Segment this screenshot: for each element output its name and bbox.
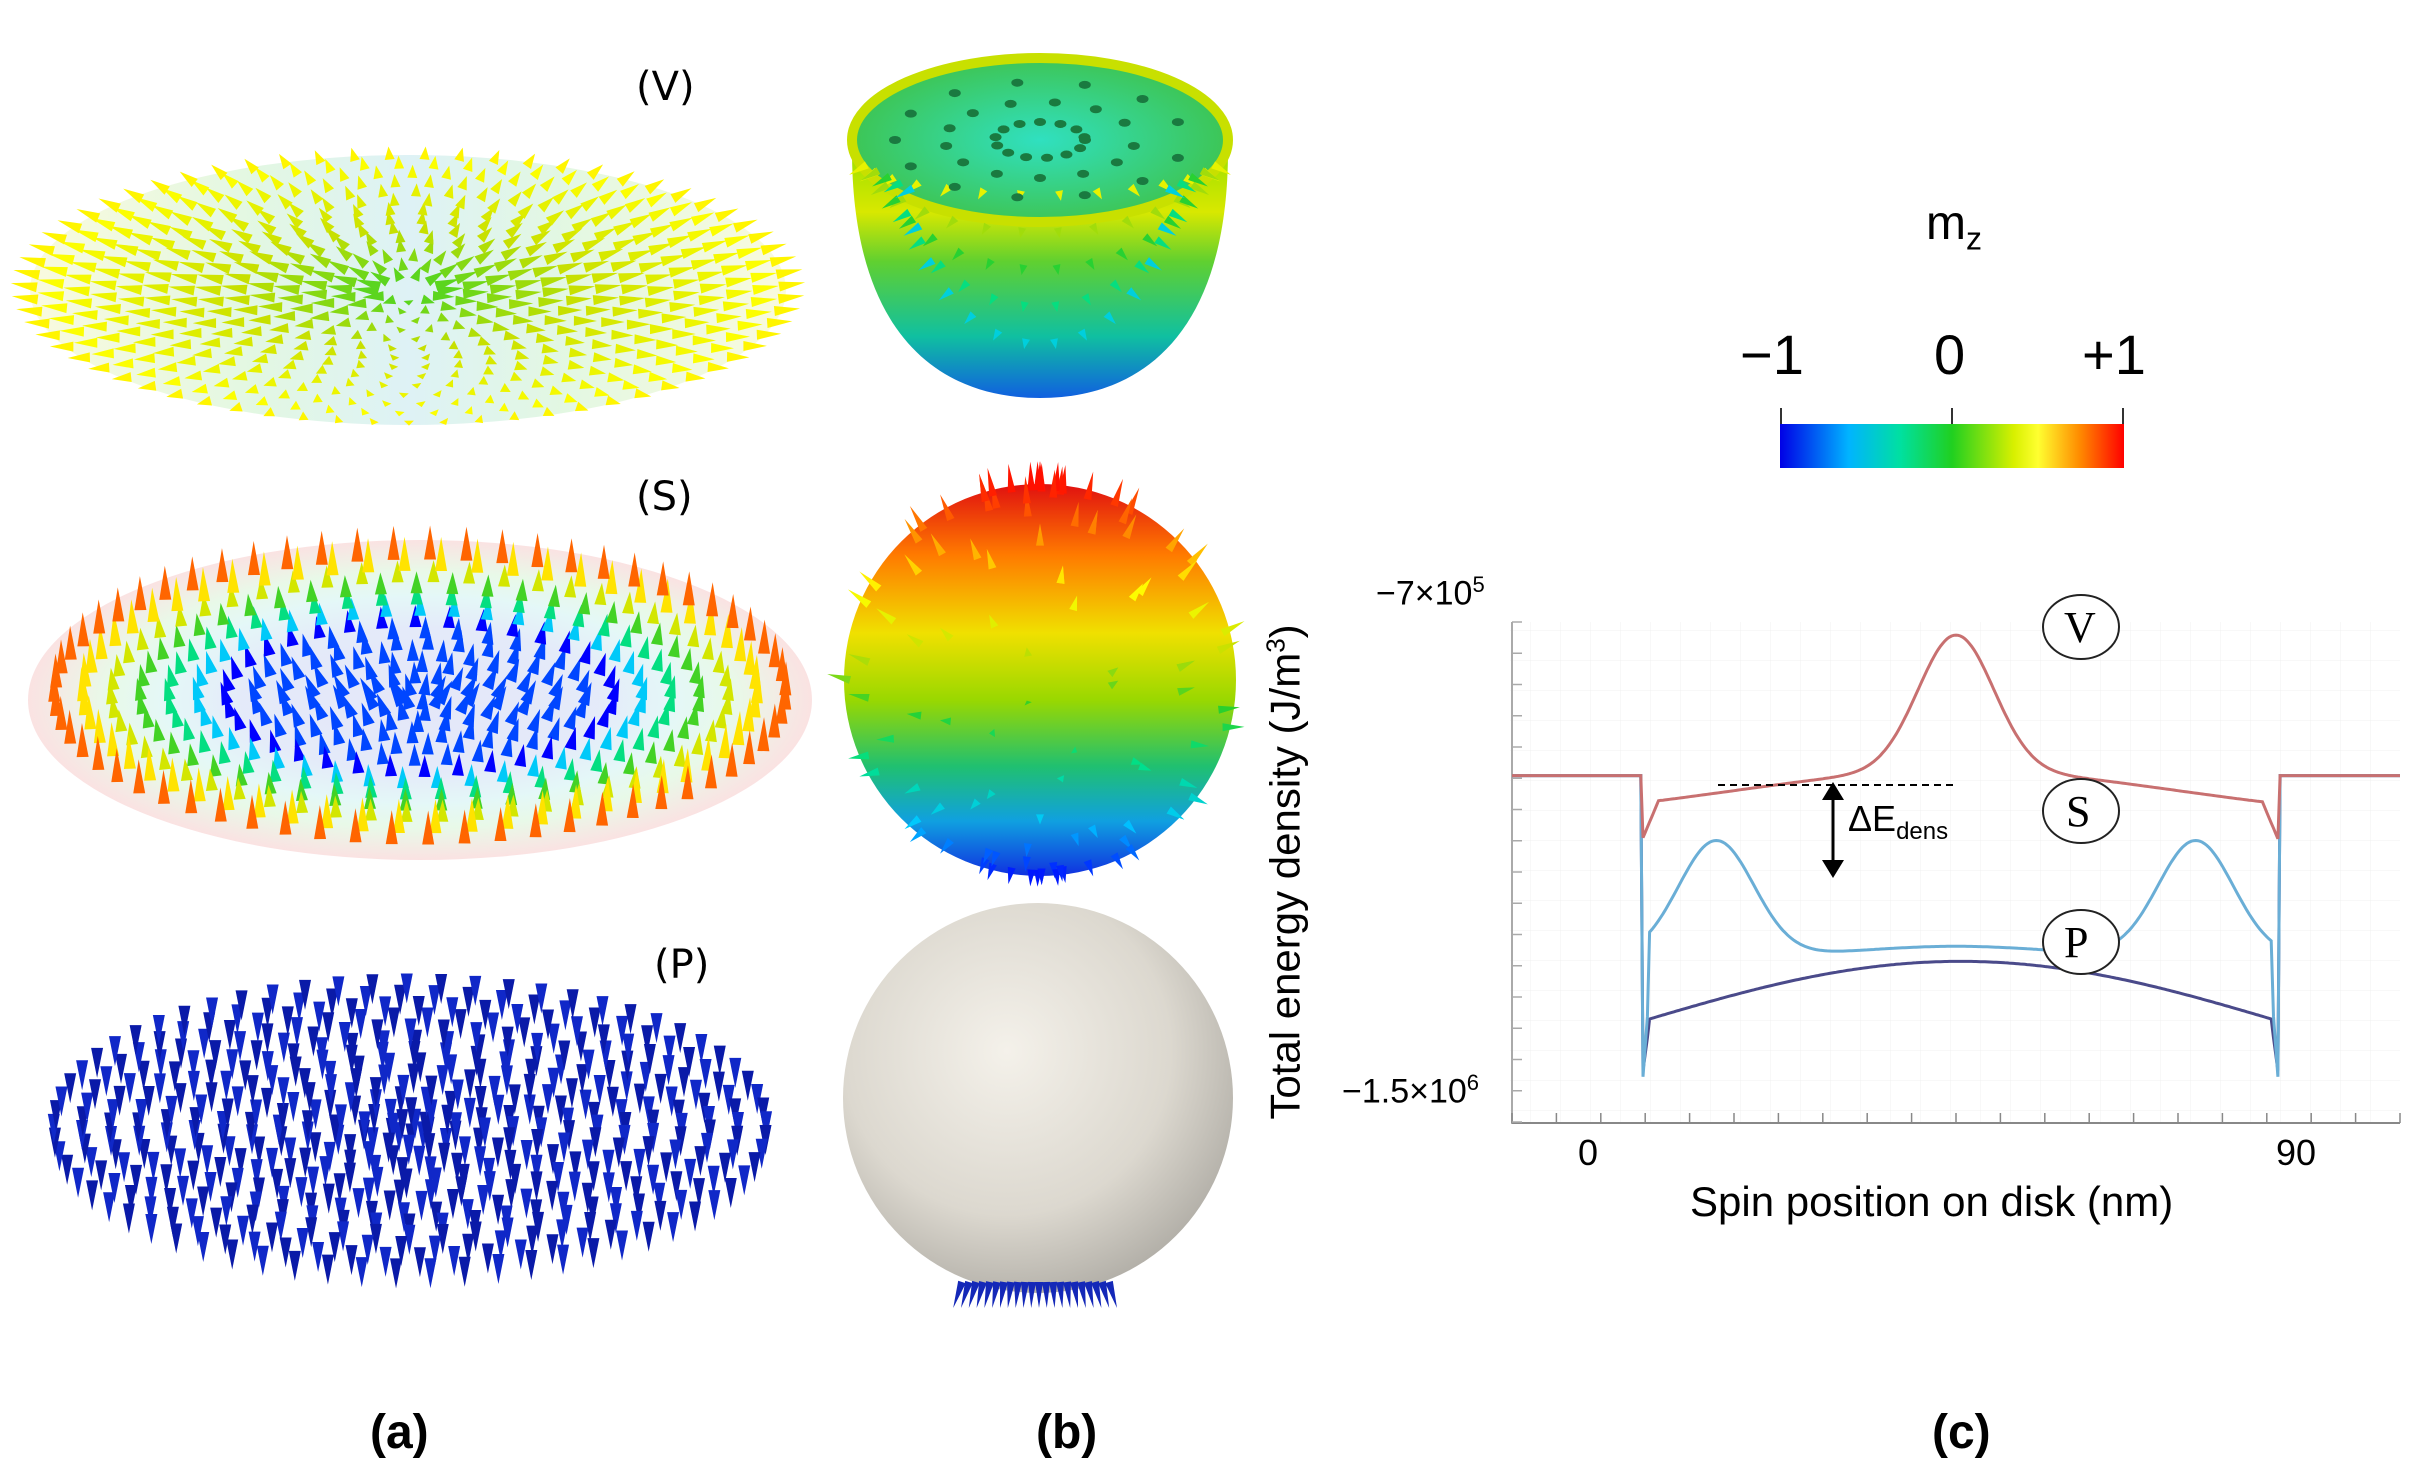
panel-label-c: (c) [1932, 1406, 1991, 1459]
y-tick-top: −7×105 [1376, 572, 1485, 613]
state-label-v: (V) [636, 64, 695, 110]
series-label-circle-s [2042, 778, 2120, 844]
disk-v [10, 146, 806, 426]
series-label-circle-p [2042, 909, 2120, 975]
sphere-v [847, 53, 1233, 398]
state-label-p: (P) [654, 942, 710, 988]
chart [1510, 594, 2401, 1124]
colorbar-tick-min: −1 [1740, 323, 1804, 386]
series-label-v: V [2064, 603, 2096, 652]
panel-label-a: (a) [370, 1406, 429, 1459]
colorbar-tick-mid: 0 [1934, 323, 1966, 386]
x-axis-label: Spin position on disk (nm) [1690, 1178, 2174, 1225]
disk-p [47, 973, 773, 1289]
series-line-p [1512, 774, 2400, 1071]
sphere-p [843, 903, 1233, 1308]
series-label-s: S [2066, 787, 2091, 836]
annotation-delta-e: ΔEdens [1848, 798, 1949, 846]
series-label-circle-v [2042, 594, 2120, 660]
disk-s [28, 525, 812, 860]
series-label-p: P [2064, 918, 2089, 967]
series-line-v [1512, 633, 2400, 840]
state-label-s: (S) [636, 474, 693, 520]
sphere-s [827, 461, 1245, 887]
x-tick-0: 0 [1578, 1132, 1599, 1173]
series-line-s [1512, 774, 2400, 1077]
y-axis-label: Total energy density (J/m3) [1260, 624, 1309, 1120]
colorbar [1780, 408, 2124, 468]
panel-label-b: (b) [1036, 1406, 1098, 1459]
colorbar-tick-max: +1 [2082, 323, 2146, 386]
y-tick-bottom: −1.5×106 [1342, 1070, 1480, 1111]
x-tick-90: 90 [2276, 1132, 2317, 1173]
colorbar-title: mz [1926, 197, 1982, 257]
